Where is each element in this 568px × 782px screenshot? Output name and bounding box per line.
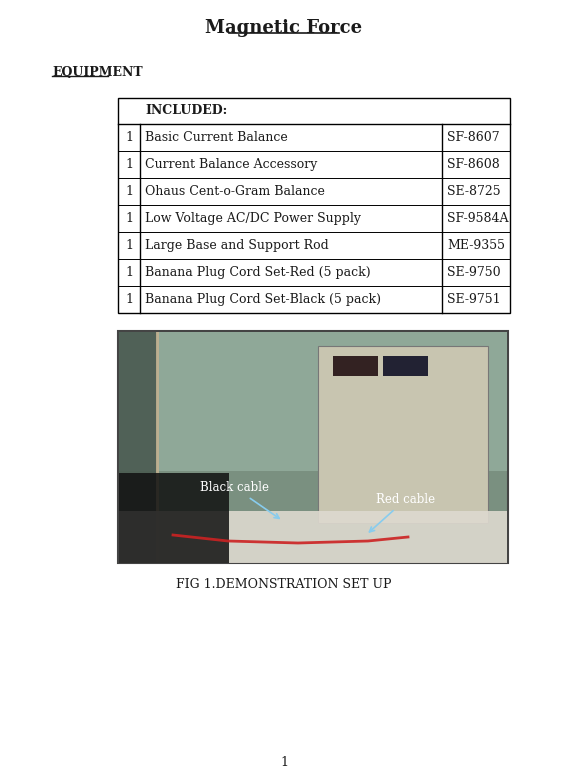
Text: SE-9751: SE-9751 (447, 293, 500, 306)
Text: 1: 1 (125, 131, 133, 144)
Text: SF-8608: SF-8608 (447, 158, 500, 171)
Text: 1: 1 (125, 239, 133, 252)
Text: Banana Plug Cord Set-Black (5 pack): Banana Plug Cord Set-Black (5 pack) (145, 293, 381, 306)
Text: Banana Plug Cord Set-Red (5 pack): Banana Plug Cord Set-Red (5 pack) (145, 266, 371, 279)
Text: INCLUDED:: INCLUDED: (145, 105, 227, 117)
Bar (119, 473, 229, 563)
Text: Black cable: Black cable (200, 481, 279, 518)
Text: ME-9355: ME-9355 (447, 239, 505, 252)
Text: Large Base and Support Rod: Large Base and Support Rod (145, 239, 329, 252)
Bar (383, 356, 428, 376)
Text: 1: 1 (280, 755, 288, 769)
Text: Low Voltage AC/DC Power Supply: Low Voltage AC/DC Power Supply (145, 212, 361, 225)
Text: Red cable: Red cable (369, 493, 435, 532)
Text: Magnetic Force: Magnetic Force (206, 19, 362, 37)
Text: FIG 1.DEMONSTRATION SET UP: FIG 1.DEMONSTRATION SET UP (176, 579, 392, 591)
Text: 1: 1 (125, 293, 133, 306)
Bar (318, 346, 488, 523)
Bar (119, 511, 507, 563)
Bar (118, 331, 508, 563)
Bar (119, 332, 157, 562)
Text: Basic Current Balance: Basic Current Balance (145, 131, 288, 144)
Text: 1: 1 (125, 266, 133, 279)
Bar (118, 98, 510, 313)
Bar (156, 332, 159, 562)
Text: SE-9750: SE-9750 (447, 266, 500, 279)
Bar (333, 356, 378, 376)
Text: 1: 1 (125, 185, 133, 198)
Text: Ohaus Cent-o-Gram Balance: Ohaus Cent-o-Gram Balance (145, 185, 325, 198)
Text: SE-8725: SE-8725 (447, 185, 500, 198)
Text: Current Balance Accessory: Current Balance Accessory (145, 158, 318, 171)
Bar (119, 332, 507, 472)
Text: SF-9584A: SF-9584A (447, 212, 508, 225)
Text: EQUIPMENT: EQUIPMENT (52, 66, 143, 78)
Text: SF-8607: SF-8607 (447, 131, 500, 144)
Text: 1: 1 (125, 212, 133, 225)
Text: 1: 1 (125, 158, 133, 171)
